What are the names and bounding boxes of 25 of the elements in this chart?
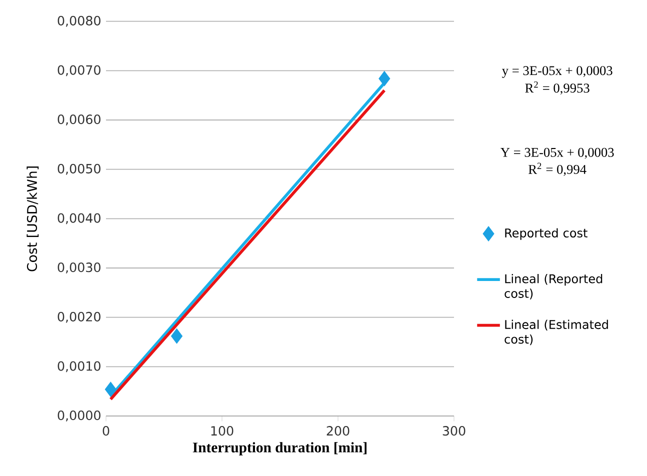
y-tick-label: 0,0000 xyxy=(58,410,100,422)
text: R$^{2}$ = 0,9953 xyxy=(525,81,590,95)
y-tick-label: 0,0070 xyxy=(58,65,100,76)
x-tick-label: 100 xyxy=(211,426,234,436)
legend-label: Reported cost xyxy=(505,228,588,240)
x-tick-label: 300 xyxy=(442,426,466,436)
y-tick-label: 0,0010 xyxy=(58,361,100,372)
legend-label: Lineal (Estimated cost) xyxy=(504,320,608,346)
y-tick-label: 0,0020 xyxy=(58,312,100,323)
point xyxy=(104,382,116,397)
legend-label: Lineal (Reported cost) xyxy=(504,274,602,300)
point xyxy=(170,328,183,344)
text: R$^{2}$ = 0,994 xyxy=(528,162,586,176)
y-tick-label: 0,0060 xyxy=(58,114,100,126)
y-tick-label: 0,0040 xyxy=(58,213,100,224)
text: Y = 3E-05x + 0,0003 xyxy=(500,148,614,159)
x-tick-label: 200 xyxy=(326,426,350,436)
y-axis-title: Cost [USD/kWh] xyxy=(26,166,39,272)
text: y = 3E-05x + 0,0003 xyxy=(502,66,612,78)
y-tick-label: 0,0080 xyxy=(58,16,100,27)
y-tick-label: 0,0030 xyxy=(58,262,100,274)
x-axis-title: Interruption duration [min] xyxy=(192,442,366,456)
point xyxy=(378,70,390,86)
y-tick-label: 0,0050 xyxy=(58,164,100,175)
x-tick-label: 0 xyxy=(102,426,110,436)
